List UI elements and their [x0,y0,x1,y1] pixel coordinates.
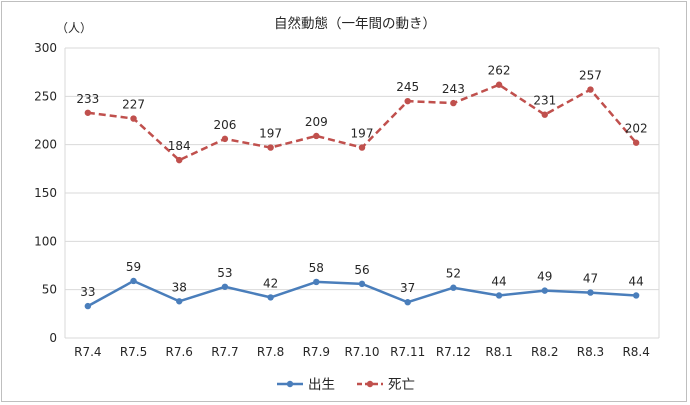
data-label: 33 [80,285,95,299]
gridlines [64,47,660,339]
data-point [632,139,640,146]
x-tick-label: R7.7 [211,345,238,359]
data-point [450,99,457,107]
data-point [130,115,137,122]
x-tick-label: R7.12 [436,345,471,359]
data-label: 227 [122,98,145,112]
series-2: 233 227 184 206 197 209 197 245 243 262 231 257 202 [76,64,648,164]
y-tick-label: 150 [34,186,57,200]
data-point [404,299,411,306]
data-point [313,278,320,286]
legend-label: 死亡 [388,377,415,393]
data-label: 47 [583,272,598,286]
series-layer: 33 59 38 53 42 58 56 37 52 44 49 47 44 233 227 184 206 19… [76,64,648,310]
y-axis-unit: （人） [56,21,92,35]
data-point [495,292,503,299]
data-label: 233 [76,92,99,106]
data-label: 52 [446,267,461,281]
data-point [313,132,320,140]
y-tick-label: 100 [34,234,57,248]
y-tick-label: 300 [34,41,57,55]
axes: 0 50 100 150 200 250 300 R7.4 R7.5 R7.6 R7.7 R7.8 R7… [34,41,650,359]
data-point [221,135,229,143]
data-label: 37 [400,281,415,295]
x-tick-label: R7.10 [344,345,379,359]
x-tick-label: R8.2 [531,345,558,359]
data-label: 53 [217,266,232,280]
data-label: 38 [172,280,187,294]
data-label: 44 [629,274,644,288]
data-point [176,298,183,305]
data-label: 245 [396,80,419,94]
data-label: 202 [625,122,648,136]
x-tick-label: R7.9 [303,345,330,359]
x-tick-label: R8.1 [485,345,512,359]
y-tick-label: 250 [34,89,57,103]
data-label: 206 [213,118,236,132]
y-tick-label: 50 [42,283,57,297]
x-tick-label: R8.4 [622,345,649,359]
legend-item-1: 出生 [277,377,335,393]
data-point [84,302,92,310]
data-label: 231 [533,94,556,108]
y-tick-label: 0 [49,331,57,345]
data-label: 243 [442,82,465,96]
data-point [221,283,229,290]
legend-item-2: 死亡 [357,377,415,393]
legend-marker [286,380,294,388]
data-point [450,284,457,291]
y-tick-label: 200 [34,138,57,152]
x-tick-label: R8.3 [577,345,604,359]
data-label: 209 [305,115,328,129]
series-1: 33 59 38 53 42 58 56 37 52 44 49 47 44 [80,260,644,310]
data-point [358,280,366,288]
data-label: 59 [126,260,141,274]
data-label: 44 [491,274,506,288]
legend: 出生 死亡 [277,377,415,393]
data-point [358,144,366,151]
data-point [267,144,274,151]
x-tick-label: R7.8 [257,345,284,359]
data-label: 197 [351,127,374,141]
data-label: 56 [354,263,369,277]
legend-marker [366,380,374,388]
data-point [541,111,548,118]
data-label: 42 [263,276,278,290]
data-point [84,109,92,116]
data-label: 257 [579,69,602,83]
data-point [541,287,548,294]
x-tick-label: R7.6 [166,345,193,359]
x-tick-label: R7.4 [74,345,101,359]
data-label: 197 [259,127,282,141]
data-label: 58 [309,261,324,275]
data-label: 184 [168,139,191,153]
data-point [587,289,594,296]
chart-title: 自然動態（一年間の動き） [274,15,436,32]
x-tick-label: R7.11 [390,345,425,359]
data-point [267,294,274,301]
legend-label: 出生 [308,377,335,393]
data-point [587,86,594,93]
data-point [404,97,411,105]
data-point [495,81,503,88]
data-point [632,292,640,299]
data-point [176,156,183,164]
data-point [130,277,137,285]
data-label: 262 [488,64,511,78]
x-tick-label: R7.5 [120,345,147,359]
data-label: 49 [537,270,552,284]
